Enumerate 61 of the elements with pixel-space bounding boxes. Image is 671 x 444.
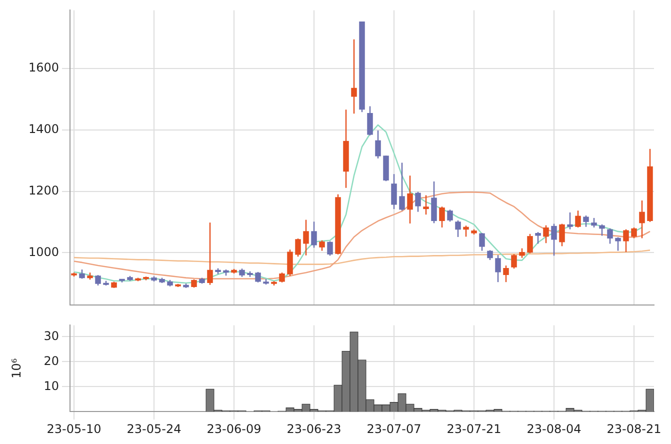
candlestick [479,232,485,252]
candlestick [503,264,509,283]
candlestick [287,248,293,277]
candlestick [295,238,301,258]
candlestick [575,210,581,228]
y-tick-label: 1200 [28,183,59,198]
y-tick-label: 30 [44,328,59,343]
candlestick [375,130,381,160]
candlestick [535,231,541,244]
candlestick [527,233,533,254]
candlestick [615,236,621,252]
candlestick [351,38,357,114]
candlestick [495,254,501,283]
x-tick-label: 23-07-07 [366,422,422,436]
candlestick [599,224,605,236]
candlestick [623,228,629,253]
candlestick [631,226,637,239]
candlestick [463,225,469,238]
y-axis-title: 10⁶ [9,358,24,378]
x-tick-label: 23-05-24 [126,422,182,436]
x-tick-label: 23-07-21 [446,422,502,436]
y-tick-label: 10 [44,378,59,393]
candlestick [639,200,645,239]
candlestick [207,222,213,286]
candlestick [487,250,493,261]
candlestick [95,274,101,286]
x-tick-label: 23-06-23 [286,422,342,436]
candlestick [423,194,429,216]
candlestick [415,191,421,212]
candlestick [79,268,85,280]
x-tick-label: 23-06-09 [206,422,262,436]
candlestick [455,220,461,238]
candlestick [327,240,333,256]
candlestick [591,217,597,228]
y-tick-label: 1400 [28,122,59,136]
candlestick [311,221,317,248]
x-tick-label: 23-08-04 [526,422,582,436]
candlestick [367,106,373,136]
y-tick-label: 20 [44,354,59,368]
x-tick-label: 23-05-10 [46,422,102,436]
candlestick [399,162,405,212]
candlestick [607,228,613,244]
y-tick-label: 1600 [28,60,59,75]
candlestick [439,206,445,228]
candlestick [407,175,413,224]
y-tick-label: 1000 [28,244,59,259]
candlestick [255,271,261,283]
candlestick [319,240,325,252]
candlestick [431,180,437,224]
x-tick-label: 23-08-21 [606,422,662,436]
candlestick [447,209,453,222]
candlestick [303,219,309,256]
candlestick [559,223,565,247]
candlestick [551,223,557,256]
candlestick [583,214,589,228]
candlestick [543,224,549,244]
candlestick [511,254,517,270]
candlestick [391,173,397,210]
candlestick [567,212,573,230]
candlestick [279,272,285,283]
candlestick [519,248,525,258]
